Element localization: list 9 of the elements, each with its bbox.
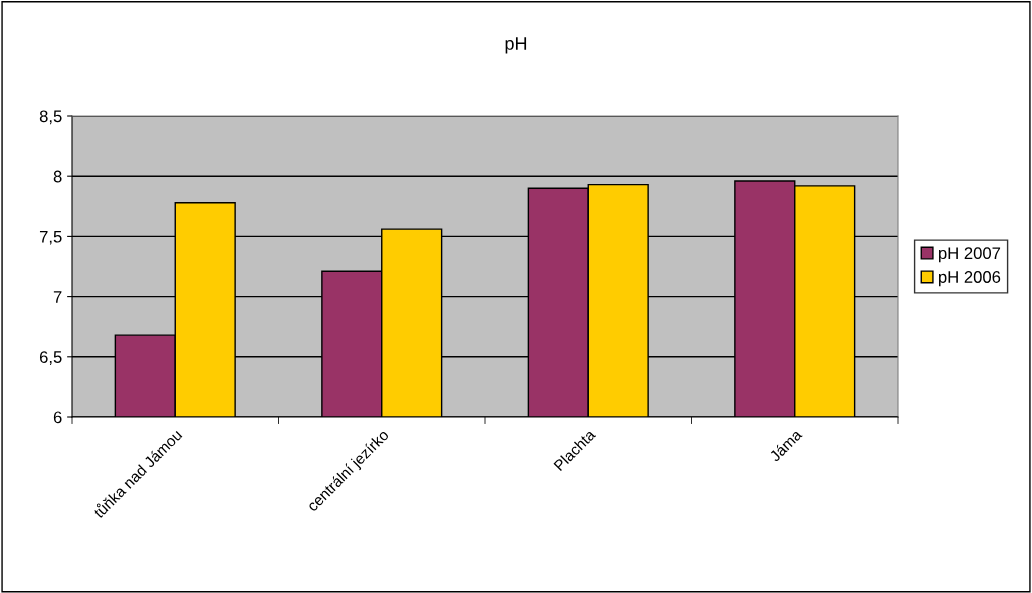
legend-label: pH 2007 bbox=[939, 247, 1001, 263]
legend-label: pH 2006 bbox=[939, 271, 1001, 287]
chart-title: pH bbox=[505, 37, 527, 54]
y-tick-label: 6 bbox=[53, 411, 62, 424]
y-tick-label: 6,5 bbox=[39, 351, 62, 365]
y-tick-label: 7,5 bbox=[39, 230, 62, 245]
y-tick-label: 8 bbox=[53, 170, 62, 183]
y-tick-label: 7 bbox=[53, 291, 62, 303]
y-tick-label: 8,5 bbox=[39, 110, 62, 125]
